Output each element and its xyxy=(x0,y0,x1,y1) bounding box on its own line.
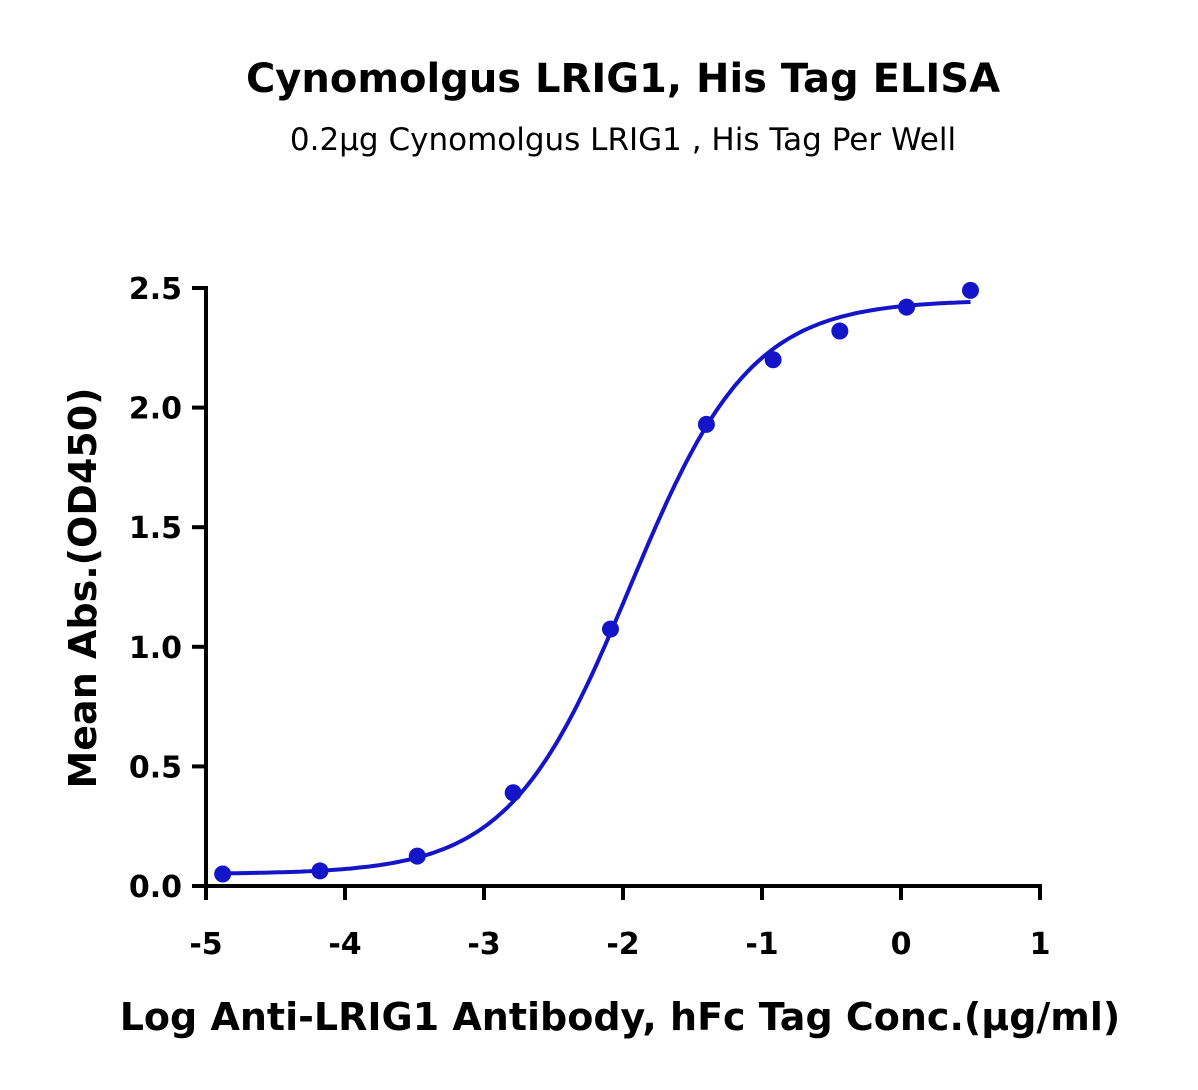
y-tick-label: 2.0 xyxy=(129,392,182,427)
data-point xyxy=(504,784,522,802)
data-point xyxy=(408,847,426,865)
data-point xyxy=(831,322,849,340)
data-point xyxy=(962,281,979,299)
x-tick-label: -5 xyxy=(189,927,222,962)
x-tick-label: 1 xyxy=(1030,927,1051,962)
x-tick-label: -1 xyxy=(745,927,778,962)
y-axis-label: Mean Abs.(OD450) xyxy=(61,387,105,788)
x-tick-label: -2 xyxy=(606,927,639,962)
y-tick-label: 1.5 xyxy=(129,511,182,546)
x-tick-label: -3 xyxy=(467,927,500,962)
data-point xyxy=(311,862,329,880)
y-tick-label: 0.0 xyxy=(129,870,182,905)
chart-subtitle: 0.2μg Cynomolgus LRIG1 , His Tag Per Wel… xyxy=(290,122,956,158)
x-axis-label: Log Anti-LRIG1 Antibody, hFc Tag Conc.(μ… xyxy=(120,995,1121,1039)
data-point xyxy=(601,620,619,638)
x-tick-label: -4 xyxy=(328,927,361,962)
chart-title: Cynomolgus LRIG1, His Tag ELISA xyxy=(246,56,1000,102)
data-point xyxy=(214,865,232,883)
data-point xyxy=(898,298,916,316)
fit-curve xyxy=(222,300,971,876)
y-tick-label: 2.5 xyxy=(129,272,182,307)
data-point xyxy=(764,351,782,369)
data-point xyxy=(697,415,715,433)
y-tick-label: 1.0 xyxy=(129,631,182,666)
y-tick-label: 0.5 xyxy=(129,750,182,785)
x-tick-label: 0 xyxy=(891,927,912,962)
